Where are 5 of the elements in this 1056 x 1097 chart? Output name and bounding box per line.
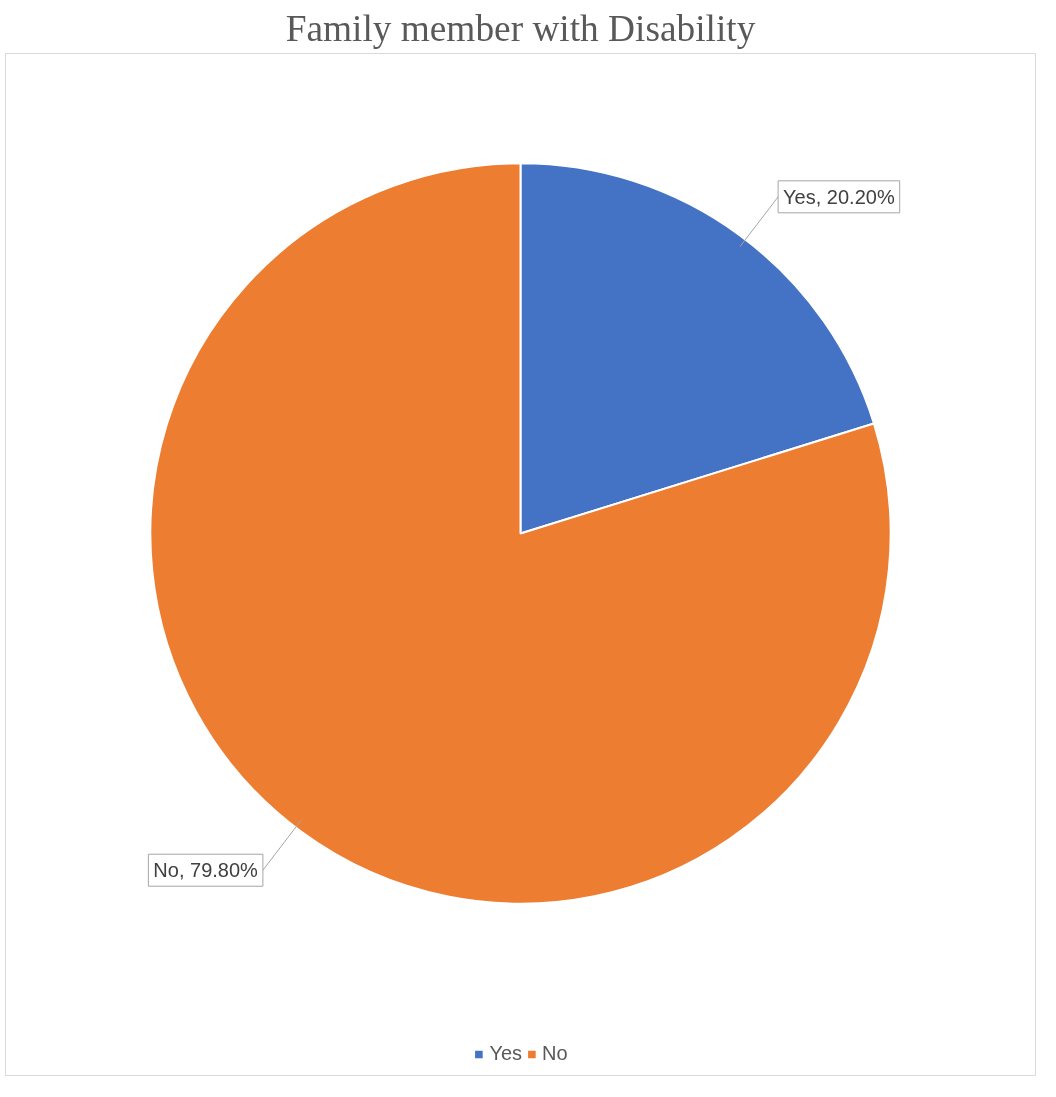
- legend-label: Yes: [489, 1042, 523, 1065]
- chart-title: Family member with Disability: [285, 7, 756, 49]
- legend-label: No: [542, 1042, 568, 1065]
- data-label: Yes, 20.20%: [783, 185, 895, 208]
- data-label: No, 79.80%: [153, 859, 259, 882]
